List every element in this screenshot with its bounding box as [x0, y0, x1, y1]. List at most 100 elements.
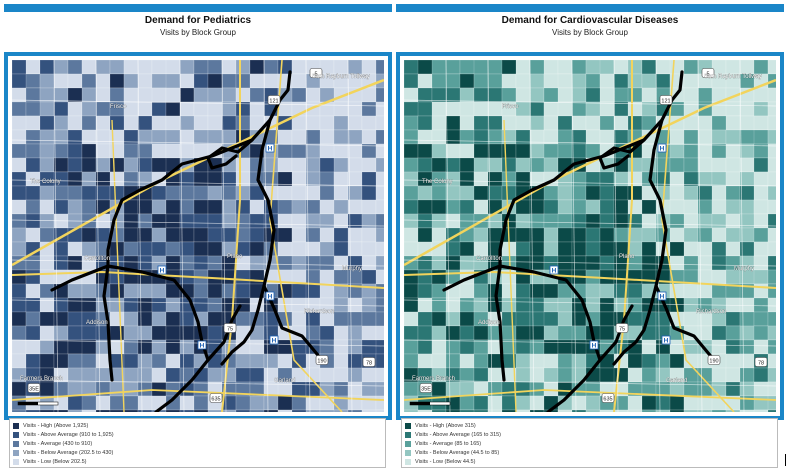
block-group	[249, 367, 265, 383]
block-group	[445, 143, 461, 159]
block-group	[404, 115, 419, 131]
block-group	[417, 325, 433, 341]
block-group	[515, 87, 531, 103]
block-group	[151, 325, 167, 341]
block-group	[95, 157, 111, 173]
block-group	[487, 143, 503, 159]
block-group	[767, 283, 776, 299]
legend-item: Visits - Low (Below 202.5)	[13, 458, 86, 466]
place-label: The Colony	[422, 179, 453, 185]
block-group	[431, 255, 447, 271]
block-group	[473, 353, 489, 369]
block-group	[221, 73, 237, 89]
block-group	[123, 311, 139, 327]
block-group	[459, 115, 475, 131]
block-group	[291, 185, 307, 201]
block-group	[375, 381, 384, 397]
street	[12, 379, 384, 387]
block-group	[557, 213, 573, 229]
block-group	[557, 73, 573, 89]
place-label: Plano	[227, 254, 243, 260]
block-group	[473, 157, 489, 173]
block-group	[207, 241, 223, 257]
block-group	[361, 199, 377, 215]
block-group	[683, 157, 699, 173]
block-group	[711, 213, 727, 229]
place-label: Farmers Branch	[412, 376, 455, 382]
block-group	[193, 171, 209, 187]
block-group	[557, 353, 573, 369]
block-group	[431, 129, 447, 145]
block-group	[767, 185, 776, 201]
block-group	[109, 143, 125, 159]
block-group	[473, 199, 489, 215]
block-group	[235, 185, 251, 201]
cardiovascular-map[interactable]: H H H H H 121 5 75 190 635 35E 78 Sam Rayburn Tollwa…	[404, 60, 776, 412]
block-group	[333, 381, 349, 397]
block-group	[375, 87, 384, 103]
block-group	[375, 395, 384, 411]
block-group	[277, 199, 293, 215]
block-group	[207, 171, 223, 187]
street	[221, 60, 227, 412]
pediatrics-map[interactable]: H H H H H 121 5 75 190 635 35E 78 Sam Rayburn Tollwa…	[12, 60, 384, 412]
block-group	[361, 325, 377, 341]
block-group	[207, 227, 223, 243]
block-group	[753, 269, 769, 285]
block-group	[641, 255, 657, 271]
block-group	[445, 115, 461, 131]
block-group	[515, 73, 531, 89]
block-group	[613, 129, 629, 145]
street	[571, 60, 577, 412]
block-group	[585, 283, 601, 299]
block-group	[585, 171, 601, 187]
boundary-segment	[598, 70, 684, 170]
block-group	[543, 115, 559, 131]
block-group	[123, 73, 139, 89]
legend-item: Visits - Above Average (165 to 315)	[405, 431, 501, 439]
svg-text:H: H	[592, 343, 597, 350]
block-group	[179, 395, 195, 411]
block-group	[753, 185, 769, 201]
boundary-segment	[256, 118, 324, 362]
block-group	[207, 297, 223, 313]
block-group	[137, 283, 153, 299]
block-group	[753, 255, 769, 271]
block-group	[767, 199, 776, 215]
route-shield: 5	[309, 68, 323, 78]
panel-top-bar	[396, 4, 784, 12]
block-group	[179, 143, 195, 159]
block-group	[711, 157, 727, 173]
block-group	[67, 325, 83, 341]
block-group	[767, 171, 776, 187]
block-group	[375, 311, 384, 327]
block-group	[207, 283, 223, 299]
block-group	[53, 409, 69, 412]
block-group	[599, 171, 615, 187]
route-shield-label: 190	[709, 359, 718, 365]
block-group	[67, 101, 83, 117]
block-group	[67, 60, 83, 75]
block-group	[557, 297, 573, 313]
block-group	[123, 171, 139, 187]
block-group	[95, 115, 111, 131]
map-subtitle: Visits by Block Group	[552, 28, 628, 37]
highway	[503, 119, 517, 412]
block-group	[627, 60, 643, 75]
block-group	[599, 199, 615, 215]
block-group	[53, 115, 69, 131]
block-group	[711, 409, 727, 412]
block-group	[347, 60, 363, 75]
block-group	[404, 241, 419, 257]
block-group	[697, 87, 713, 103]
route-shield: 78	[362, 357, 376, 367]
block-group	[67, 185, 83, 201]
highway	[404, 389, 776, 401]
block-group	[375, 353, 384, 369]
block-group	[487, 129, 503, 145]
street	[404, 99, 776, 107]
block-group	[767, 339, 776, 355]
block-group	[123, 283, 139, 299]
block-group	[193, 283, 209, 299]
block-group	[193, 143, 209, 159]
